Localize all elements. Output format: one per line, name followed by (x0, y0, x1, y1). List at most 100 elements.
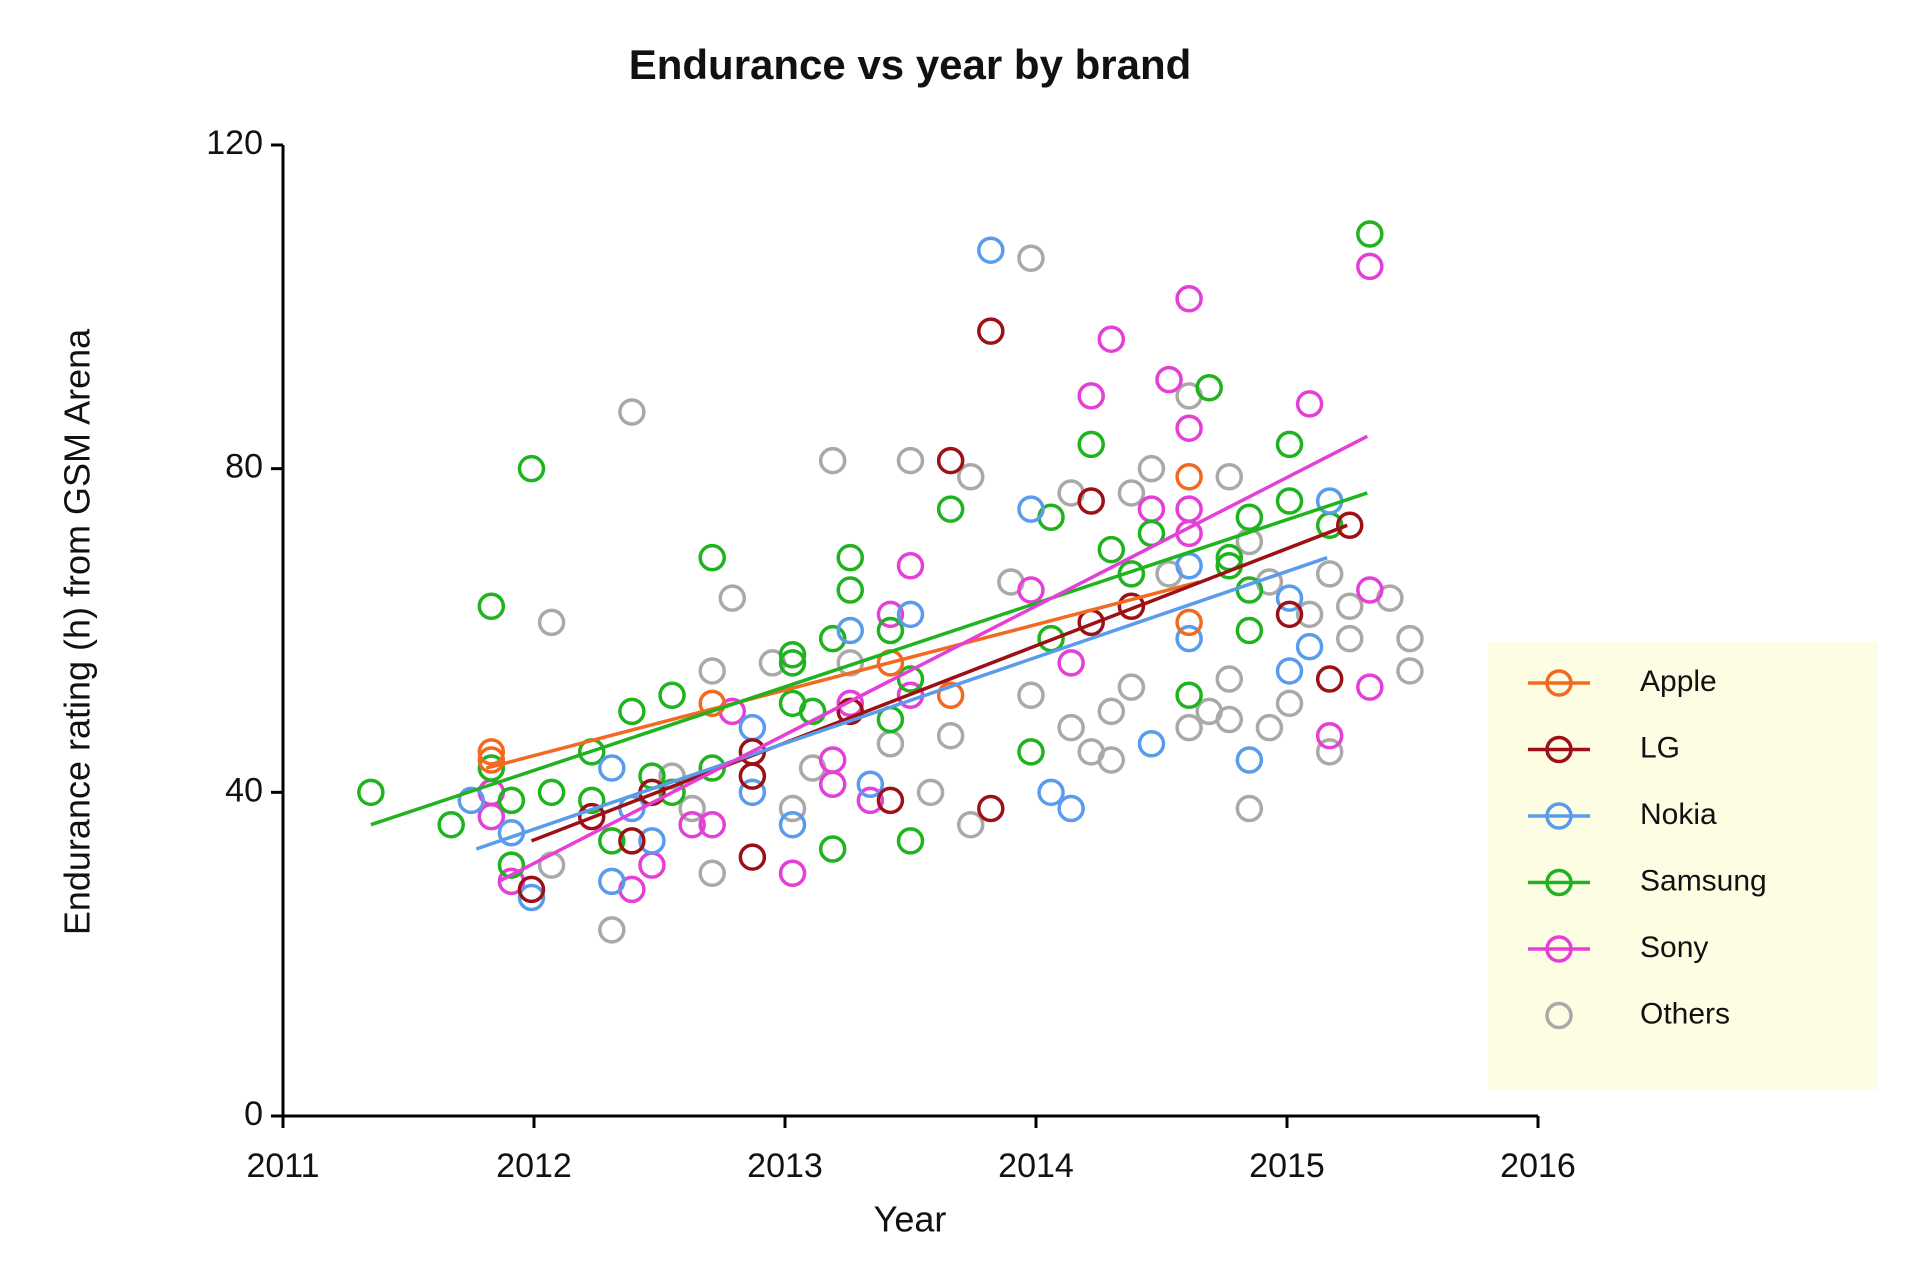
point (1315, 721, 1344, 750)
point (477, 746, 506, 774)
point (517, 875, 546, 904)
point (1315, 665, 1344, 693)
point (638, 827, 666, 855)
point (1077, 430, 1105, 459)
legend-marker (1545, 735, 1573, 764)
point (836, 616, 865, 645)
point (1175, 284, 1203, 313)
point (818, 746, 847, 774)
trend-line (475, 556, 1328, 851)
point (936, 721, 965, 750)
point (1275, 600, 1304, 629)
point (1117, 673, 1146, 701)
legend-marker (1545, 669, 1573, 697)
point (1017, 576, 1045, 604)
point (1315, 738, 1344, 766)
point (1315, 560, 1344, 588)
point (936, 495, 965, 523)
point (936, 681, 965, 709)
point (1117, 479, 1146, 507)
point (1077, 487, 1105, 515)
point (1295, 390, 1324, 418)
point (1175, 552, 1203, 580)
point (798, 697, 827, 726)
point (738, 713, 767, 742)
point (1295, 600, 1324, 629)
point (678, 794, 706, 823)
point (1295, 632, 1324, 661)
point (1275, 487, 1304, 515)
point (818, 446, 847, 475)
point (517, 883, 546, 912)
point (977, 317, 1005, 345)
point (876, 730, 905, 758)
point (1255, 713, 1284, 742)
legend-box (1488, 642, 1878, 1090)
legend-marker (1545, 868, 1573, 897)
point (1275, 657, 1304, 685)
point (856, 770, 885, 798)
point (876, 616, 905, 645)
point (1235, 746, 1264, 774)
point (477, 592, 506, 620)
point (598, 754, 626, 782)
point (577, 802, 606, 831)
trend-line (530, 523, 1348, 843)
point (598, 827, 626, 855)
legend-marker (1545, 802, 1573, 830)
legend-marker (1545, 935, 1573, 963)
point (1057, 794, 1085, 823)
point (1057, 649, 1085, 677)
point (1117, 592, 1146, 620)
point (1175, 463, 1203, 491)
point (1077, 382, 1105, 410)
point (698, 859, 726, 887)
point (778, 641, 807, 669)
point (778, 794, 807, 823)
point (1097, 325, 1126, 353)
point (497, 851, 526, 879)
point (1336, 624, 1364, 653)
point (1356, 220, 1384, 248)
point (658, 681, 686, 709)
point (1175, 495, 1203, 523)
trend-line (498, 434, 1369, 883)
point (738, 762, 767, 790)
point (718, 584, 747, 612)
point (956, 810, 985, 839)
point (738, 843, 767, 871)
point (1396, 624, 1424, 653)
x-tick-label: 2014 (998, 1147, 1074, 1185)
point (1356, 673, 1384, 701)
point (876, 600, 905, 629)
point (698, 543, 726, 572)
y-tick-label: 0 (244, 1095, 263, 1133)
point (618, 827, 646, 855)
point (638, 851, 666, 879)
y-tick-label: 120 (206, 124, 263, 162)
point (1356, 252, 1384, 281)
x-tick-label: 2011 (246, 1147, 319, 1185)
point (1097, 535, 1126, 564)
point (956, 463, 985, 491)
x-tick-label: 2012 (496, 1147, 572, 1185)
legend-label: Samsung (1640, 864, 1767, 897)
point (818, 835, 847, 863)
point (497, 786, 526, 815)
point (977, 794, 1005, 823)
legend-label: Others (1640, 997, 1730, 1030)
point (437, 810, 465, 839)
point (1215, 463, 1244, 491)
point (818, 770, 847, 798)
point (1275, 689, 1304, 718)
point (1336, 511, 1364, 540)
point (836, 576, 865, 604)
point (477, 754, 506, 782)
point (698, 810, 726, 839)
point (537, 778, 566, 807)
point (1275, 584, 1304, 612)
point (1356, 576, 1384, 604)
y-tick-label: 40 (225, 771, 263, 809)
